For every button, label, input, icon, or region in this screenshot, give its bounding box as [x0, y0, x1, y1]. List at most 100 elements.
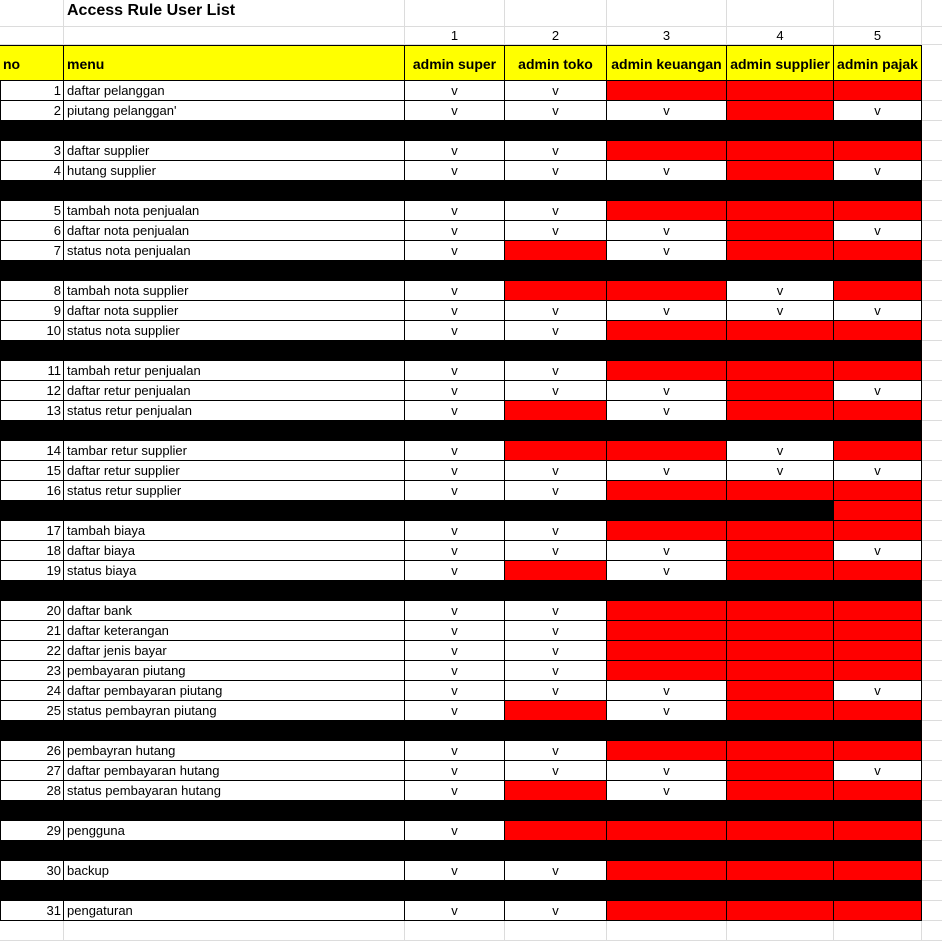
- menu-name[interactable]: backup: [64, 861, 405, 881]
- separator-cell[interactable]: [64, 721, 405, 741]
- separator-cell[interactable]: [834, 801, 922, 821]
- permission-denied-admin-keuangan[interactable]: [607, 81, 727, 101]
- permission-granted-admin-super[interactable]: v: [405, 621, 505, 641]
- permission-granted-admin-toko[interactable]: v: [505, 221, 607, 241]
- separator-cell[interactable]: [727, 421, 834, 441]
- permission-denied-admin-keuangan[interactable]: [607, 201, 727, 221]
- empty-cell[interactable]: [834, 0, 922, 27]
- permission-granted-admin-super[interactable]: v: [405, 441, 505, 461]
- permission-denied-admin-supplier[interactable]: [727, 821, 834, 841]
- permission-granted-admin-super[interactable]: v: [405, 241, 505, 261]
- separator-cell[interactable]: [727, 501, 834, 521]
- permission-granted-admin-keuangan[interactable]: v: [607, 761, 727, 781]
- menu-name[interactable]: daftar supplier: [64, 141, 405, 161]
- permission-granted-admin-toko[interactable]: v: [505, 541, 607, 561]
- menu-name[interactable]: tambah biaya: [64, 521, 405, 541]
- separator-cell[interactable]: [405, 841, 505, 861]
- permission-denied-admin-supplier[interactable]: [727, 381, 834, 401]
- separator-cell[interactable]: [834, 261, 922, 281]
- separator-cell[interactable]: [64, 121, 405, 141]
- permission-denied-admin-pajak[interactable]: [834, 521, 922, 541]
- row-number[interactable]: 23: [0, 661, 64, 681]
- permission-denied-admin-keuangan[interactable]: [607, 281, 727, 301]
- permission-denied-admin-toko[interactable]: [505, 401, 607, 421]
- separator-cell[interactable]: [0, 341, 64, 361]
- permission-denied-admin-supplier[interactable]: [727, 241, 834, 261]
- permission-denied-admin-supplier[interactable]: [727, 361, 834, 381]
- permission-denied-admin-supplier[interactable]: [727, 221, 834, 241]
- row-number[interactable]: 7: [0, 241, 64, 261]
- permission-granted-admin-keuangan[interactable]: v: [607, 461, 727, 481]
- column-number[interactable]: 2: [505, 27, 607, 45]
- menu-name[interactable]: pengguna: [64, 821, 405, 841]
- empty-cell[interactable]: [922, 461, 942, 481]
- permission-granted-admin-super[interactable]: v: [405, 301, 505, 321]
- permission-denied-admin-supplier[interactable]: [727, 401, 834, 421]
- permission-denied-admin-keuangan[interactable]: [607, 821, 727, 841]
- menu-name[interactable]: status retur supplier: [64, 481, 405, 501]
- permission-denied-admin-pajak[interactable]: [834, 641, 922, 661]
- permission-denied-admin-supplier[interactable]: [727, 661, 834, 681]
- permission-denied-admin-supplier[interactable]: [727, 101, 834, 121]
- empty-cell[interactable]: [922, 161, 942, 181]
- separator-cell[interactable]: [0, 881, 64, 901]
- separator-cell[interactable]: [0, 261, 64, 281]
- empty-cell[interactable]: [607, 921, 727, 941]
- separator-cell[interactable]: [607, 261, 727, 281]
- empty-cell[interactable]: [922, 761, 942, 781]
- permission-denied-admin-supplier[interactable]: [727, 141, 834, 161]
- separator-cell[interactable]: [405, 801, 505, 821]
- permission-granted-admin-super[interactable]: v: [405, 901, 505, 921]
- permission-denied-admin-keuangan[interactable]: [607, 661, 727, 681]
- empty-cell[interactable]: [0, 921, 64, 941]
- menu-name[interactable]: daftar nota penjualan: [64, 221, 405, 241]
- empty-cell[interactable]: [405, 921, 505, 941]
- permission-granted-admin-toko[interactable]: v: [505, 321, 607, 341]
- permission-granted-admin-supplier[interactable]: v: [727, 441, 834, 461]
- permission-granted-admin-super[interactable]: v: [405, 681, 505, 701]
- empty-cell[interactable]: [922, 601, 942, 621]
- empty-cell[interactable]: [922, 241, 942, 261]
- permission-granted-admin-keuangan[interactable]: v: [607, 561, 727, 581]
- empty-cell[interactable]: [922, 0, 942, 27]
- permission-denied-admin-pajak[interactable]: [834, 281, 922, 301]
- empty-cell[interactable]: [922, 281, 942, 301]
- separator-cell[interactable]: [607, 721, 727, 741]
- separator-cell[interactable]: [727, 881, 834, 901]
- permission-denied-admin-keuangan[interactable]: [607, 521, 727, 541]
- separator-cell[interactable]: [64, 881, 405, 901]
- empty-cell[interactable]: [922, 221, 942, 241]
- column-number[interactable]: 1: [405, 27, 505, 45]
- permission-granted-admin-super[interactable]: v: [405, 81, 505, 101]
- separator-cell[interactable]: [405, 261, 505, 281]
- permission-granted-admin-super[interactable]: v: [405, 781, 505, 801]
- permission-denied-admin-pajak[interactable]: [834, 481, 922, 501]
- permission-granted-admin-super[interactable]: v: [405, 321, 505, 341]
- separator-cell[interactable]: [64, 501, 405, 521]
- permission-granted-admin-keuangan[interactable]: v: [607, 701, 727, 721]
- empty-cell[interactable]: [922, 121, 942, 141]
- empty-cell[interactable]: [922, 841, 942, 861]
- permission-denied-admin-pajak[interactable]: [834, 441, 922, 461]
- permission-denied-admin-supplier[interactable]: [727, 641, 834, 661]
- permission-denied-admin-toko[interactable]: [505, 441, 607, 461]
- permission-granted-admin-super[interactable]: v: [405, 401, 505, 421]
- permission-granted-admin-toko[interactable]: v: [505, 681, 607, 701]
- permission-granted-admin-super[interactable]: v: [405, 281, 505, 301]
- empty-cell[interactable]: [64, 27, 405, 45]
- permission-granted-admin-super[interactable]: v: [405, 381, 505, 401]
- menu-name[interactable]: daftar retur supplier: [64, 461, 405, 481]
- separator-cell[interactable]: [0, 581, 64, 601]
- empty-cell[interactable]: [922, 101, 942, 121]
- permission-granted-admin-super[interactable]: v: [405, 361, 505, 381]
- separator-cell[interactable]: [834, 341, 922, 361]
- menu-name[interactable]: daftar keterangan: [64, 621, 405, 641]
- empty-cell[interactable]: [505, 0, 607, 27]
- separator-cell[interactable]: [505, 721, 607, 741]
- row-number[interactable]: 10: [0, 321, 64, 341]
- permission-granted-admin-toko[interactable]: v: [505, 661, 607, 681]
- permission-granted-admin-pajak[interactable]: v: [834, 541, 922, 561]
- separator-cell[interactable]: [727, 581, 834, 601]
- separator-cell[interactable]: [834, 721, 922, 741]
- row-number[interactable]: 30: [0, 861, 64, 881]
